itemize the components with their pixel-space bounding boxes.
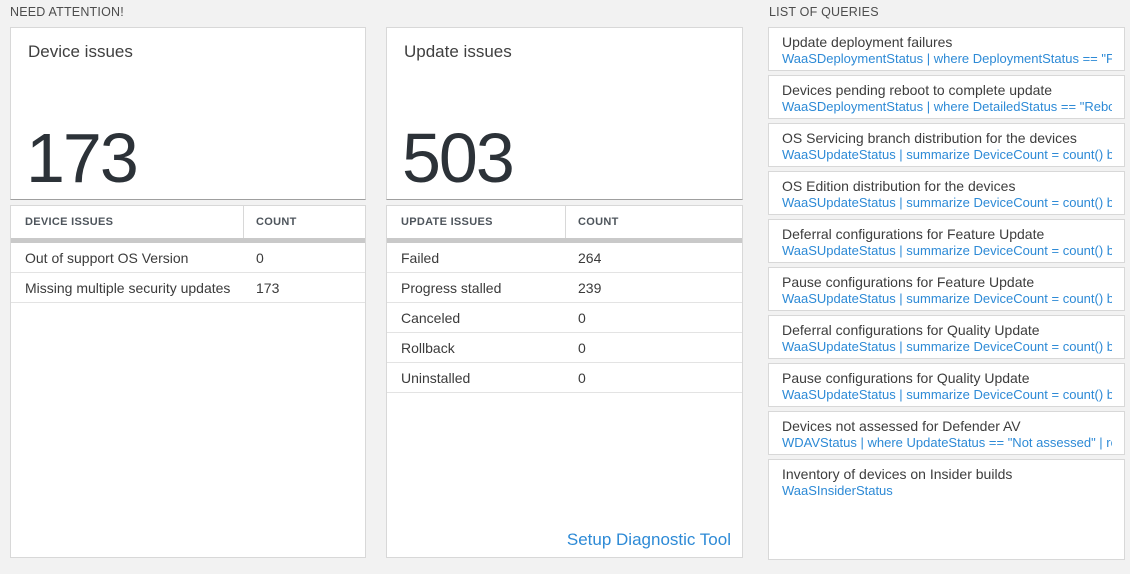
update-issues-card[interactable]: Update issues 503 [386, 27, 743, 200]
query-code: WaaSUpdateStatus | summarize DeviceCount… [782, 243, 1112, 258]
query-item[interactable]: OS Servicing branch distribution for the… [768, 123, 1125, 167]
query-code: WaaSUpdateStatus | summarize DeviceCount… [782, 339, 1112, 354]
query-code: WDAVStatus | where UpdateStatus == "Not … [782, 435, 1112, 450]
query-title: Update deployment failures [782, 34, 953, 50]
table-row[interactable]: Out of support OS Version 0 [11, 243, 365, 273]
query-item[interactable]: Update deployment failures WaaSDeploymen… [768, 27, 1125, 71]
query-code: WaaSUpdateStatus | summarize DeviceCount… [782, 291, 1112, 306]
table-row[interactable]: Rollback 0 [387, 333, 742, 363]
query-title: OS Edition distribution for the devices [782, 178, 1016, 194]
row-count: 239 [578, 279, 602, 296]
row-count: 264 [578, 249, 602, 266]
list-of-queries-header: LIST OF QUERIES [769, 5, 879, 19]
update-issues-title: Update issues [404, 42, 512, 61]
update-table-header: UPDATE ISSUES COUNT [387, 206, 742, 238]
row-label: Uninstalled [401, 369, 471, 386]
query-code: WaaSUpdateStatus | summarize DeviceCount… [782, 195, 1112, 210]
update-table-header-count: COUNT [578, 216, 619, 228]
row-count: 173 [256, 279, 280, 296]
update-table-header-issues: UPDATE ISSUES [387, 206, 566, 238]
table-row[interactable]: Missing multiple security updates 173 [11, 273, 365, 303]
query-item[interactable]: Devices pending reboot to complete updat… [768, 75, 1125, 119]
query-title: Inventory of devices on Insider builds [782, 466, 1013, 482]
query-item[interactable]: Deferral configurations for Feature Upda… [768, 219, 1125, 263]
header-separator-bar [387, 238, 742, 243]
row-count: 0 [578, 339, 586, 356]
query-title: Pause configurations for Quality Update [782, 370, 1030, 386]
device-issues-title: Device issues [28, 42, 133, 61]
query-code: WaaSUpdateStatus | summarize DeviceCount… [782, 147, 1112, 162]
row-label: Rollback [401, 339, 455, 356]
update-issues-table: UPDATE ISSUES COUNT Failed 264 Progress … [386, 205, 743, 558]
setup-diagnostic-tool-link[interactable]: Setup Diagnostic Tool [566, 530, 731, 549]
need-attention-header: NEED ATTENTION! [10, 5, 124, 19]
query-code: WaaSInsiderStatus [782, 483, 893, 498]
query-code: WaaSDeploymentStatus | where DeploymentS… [782, 51, 1112, 66]
query-item[interactable]: Deferral configurations for Quality Upda… [768, 315, 1125, 359]
device-table-header-issues: DEVICE ISSUES [11, 206, 244, 238]
device-issues-card[interactable]: Device issues 173 [10, 27, 366, 200]
table-row[interactable]: Failed 264 [387, 243, 742, 273]
query-title: Devices not assessed for Defender AV [782, 418, 1021, 434]
table-row[interactable]: Progress stalled 239 [387, 273, 742, 303]
row-label: Canceled [401, 309, 461, 326]
query-title: Deferral configurations for Quality Upda… [782, 322, 1040, 338]
query-code: WaaSDeploymentStatus | where DetailedSta… [782, 99, 1112, 114]
row-count: 0 [578, 369, 586, 386]
query-list: Update deployment failures WaaSDeploymen… [768, 27, 1125, 560]
header-separator-bar [11, 238, 365, 243]
query-item[interactable]: Devices not assessed for Defender AV WDA… [768, 411, 1125, 455]
row-count: 0 [256, 249, 264, 266]
row-count: 0 [578, 309, 586, 326]
query-title: OS Servicing branch distribution for the… [782, 130, 1077, 146]
query-item[interactable]: Pause configurations for Quality Update … [768, 363, 1125, 407]
device-issues-count: 173 [26, 119, 139, 197]
device-issues-table: DEVICE ISSUES COUNT Out of support OS Ve… [10, 205, 366, 558]
device-table-header: DEVICE ISSUES COUNT [11, 206, 365, 238]
table-row[interactable]: Canceled 0 [387, 303, 742, 333]
query-item[interactable]: Pause configurations for Feature Update … [768, 267, 1125, 311]
row-label: Out of support OS Version [25, 249, 189, 266]
row-label: Missing multiple security updates [25, 279, 231, 296]
device-table-header-count: COUNT [256, 216, 297, 228]
table-row[interactable]: Uninstalled 0 [387, 363, 742, 393]
query-item[interactable]: Inventory of devices on Insider builds W… [768, 459, 1125, 560]
query-title: Pause configurations for Feature Update [782, 274, 1035, 290]
query-code: WaaSUpdateStatus | summarize DeviceCount… [782, 387, 1112, 402]
update-issues-count: 503 [402, 119, 515, 197]
row-label: Progress stalled [401, 279, 502, 296]
row-label: Failed [401, 249, 440, 266]
query-item[interactable]: OS Edition distribution for the devices … [768, 171, 1125, 215]
query-title: Devices pending reboot to complete updat… [782, 82, 1053, 98]
query-title: Deferral configurations for Feature Upda… [782, 226, 1045, 242]
